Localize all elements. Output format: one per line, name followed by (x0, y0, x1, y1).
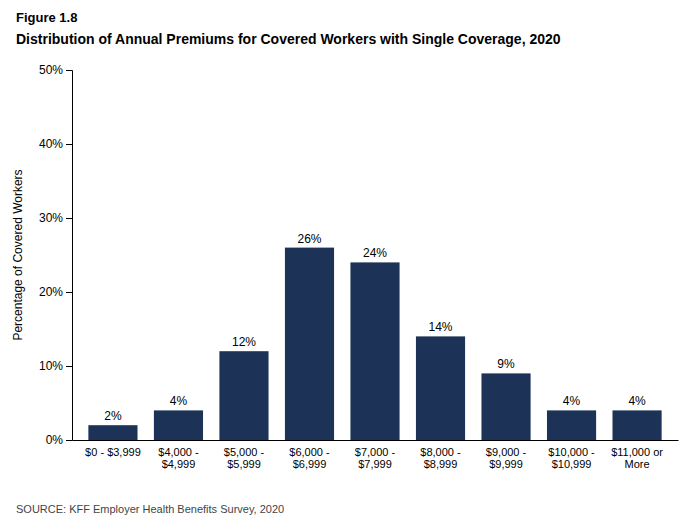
y-tick-label: 0% (46, 433, 64, 447)
chart-svg: Figure 1.8 Distribution of Annual Premium… (0, 0, 698, 525)
y-tick-label: 10% (39, 359, 63, 373)
data-labels: 2% 4% 12% 26% 24% 14% 9% 4% 4% (104, 232, 646, 424)
y-axis: 0% 10% 20% 30% 40% 50% (39, 63, 73, 447)
x-tick: $5,000 -$5,999 (224, 446, 265, 471)
x-tick-label-line: $9,000 - (486, 446, 527, 458)
x-axis: $0 - $3,999$4,000 -$4,999$5,000 -$5,999$… (73, 441, 679, 471)
y-tick-mark (66, 292, 72, 293)
x-tick-label: $11,000 orMore (611, 446, 663, 471)
y-tick-label: 30% (39, 211, 63, 225)
y-axis-line (66, 71, 73, 441)
bars (88, 248, 661, 440)
x-tick-label-line: $4,999 (162, 458, 196, 470)
y-tick-mark (66, 440, 72, 441)
y-tick-mark (66, 144, 72, 145)
subtitle: Distribution of Annual Premiums for Cove… (16, 31, 561, 47)
x-tick-label: $9,000 -$9,999 (486, 446, 527, 471)
bar (154, 410, 203, 440)
x-tick-label-line: $6,999 (293, 458, 327, 470)
x-tick-label-line: $6,000 - (289, 446, 330, 458)
x-tick-label-line: $8,999 (424, 458, 458, 470)
data-label: 4% (563, 394, 581, 408)
data-label: 4% (628, 394, 646, 408)
title: Figure 1.8 (16, 10, 77, 25)
y-tick-label: 20% (39, 285, 63, 299)
data-label: 24% (363, 246, 387, 260)
y-tick: 50% (39, 63, 72, 77)
y-tick-label: 50% (39, 63, 63, 77)
data-label: 26% (297, 232, 321, 246)
x-tick: $9,000 -$9,999 (486, 446, 527, 471)
y-tick-mark (66, 366, 72, 367)
x-tick: $6,000 -$6,999 (289, 446, 330, 471)
bar (88, 425, 137, 440)
x-tick-label-line: $8,000 - (420, 446, 461, 458)
x-tick: $4,000 -$4,999 (158, 446, 199, 471)
x-tick-label: $6,000 -$6,999 (289, 446, 330, 471)
x-tick-label: $4,000 -$4,999 (158, 446, 199, 471)
y-tick: 30% (39, 211, 72, 225)
bar (612, 410, 661, 440)
bar (285, 248, 334, 440)
y-tick: 10% (39, 359, 72, 373)
x-tick-label-line: $4,000 - (158, 446, 199, 458)
x-tick-label: $5,000 -$5,999 (224, 446, 265, 471)
y-tick: 0% (46, 433, 72, 447)
x-tick-label-line: $10,000 - (548, 446, 595, 458)
source: SOURCE: KFF Employer Health Benefits Sur… (16, 503, 284, 515)
x-tick-label-line: $11,000 or (611, 446, 663, 458)
x-tick: $8,000 -$8,999 (420, 446, 461, 471)
y-tick: 20% (39, 285, 72, 299)
x-tick-label-line: $7,999 (358, 458, 392, 470)
plot: 2% 4% 12% 26% 24% 14% 9% 4% 4% 0% 10% 20% 30% 40% 50% $… (39, 63, 679, 470)
x-tick-label-line: $7,000 - (355, 446, 396, 458)
x-tick-label: $7,000 -$7,999 (355, 446, 396, 471)
chart-container: Figure 1.8 Distribution of Annual Premium… (0, 0, 698, 525)
bar (481, 373, 530, 440)
x-tick-label-line: $10,999 (552, 458, 592, 470)
y-axis-title: Percentage of Covered Workers (11, 169, 25, 340)
bar (547, 410, 596, 440)
x-tick: $0 - $3,999 (85, 446, 141, 458)
bar (350, 262, 399, 440)
data-label: 14% (428, 320, 452, 334)
x-axis-line (73, 440, 679, 441)
y-tick-mark (66, 70, 72, 71)
x-tick-label: $10,000 -$10,999 (548, 446, 595, 471)
x-tick: $11,000 orMore (611, 446, 663, 471)
x-tick-label-line: $5,999 (227, 458, 261, 470)
x-tick: $10,000 -$10,999 (548, 446, 595, 471)
x-tick-label-line: More (625, 458, 650, 470)
x-tick-label: $0 - $3,999 (85, 446, 141, 458)
x-tick-label-line: $9,999 (489, 458, 523, 470)
data-label: 12% (232, 335, 256, 349)
bar (416, 336, 465, 440)
data-label: 2% (104, 409, 122, 423)
x-tick: $7,000 -$7,999 (355, 446, 396, 471)
bar (219, 351, 268, 440)
x-tick-label: $8,000 -$8,999 (420, 446, 461, 471)
y-tick-mark (66, 218, 72, 219)
x-tick-label-line: $0 - $3,999 (85, 446, 141, 458)
data-label: 4% (170, 394, 188, 408)
data-label: 9% (497, 357, 515, 371)
y-tick-label: 40% (39, 137, 63, 151)
y-tick: 40% (39, 137, 72, 151)
x-tick-label-line: $5,000 - (224, 446, 265, 458)
